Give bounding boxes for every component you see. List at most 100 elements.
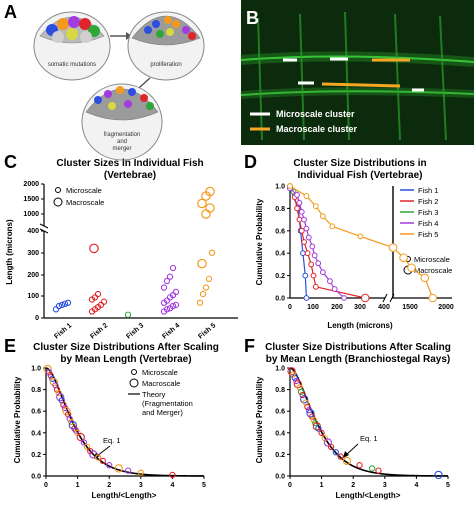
chart-d-y-ticks: 0.0 0.2 0.4 0.6 0.8 1.0 <box>275 184 290 303</box>
chart-d-xlabel: Length (microns) <box>327 321 393 330</box>
chart-e-legend-macro: Macroscale <box>142 379 180 388</box>
macroscale-point <box>420 273 430 283</box>
chart-d-ylabel: Cumulative Probability <box>255 198 264 285</box>
microscale-point <box>169 264 177 272</box>
microscale-point <box>299 391 306 399</box>
y-tick-label: 0.4 <box>31 430 41 437</box>
axis-break-mark <box>39 223 49 229</box>
microscale-point <box>58 301 66 309</box>
macroscale-point <box>434 470 443 480</box>
microscale-point <box>331 286 338 292</box>
chart-c-points <box>52 186 216 318</box>
y-tick-label: 0.2 <box>275 452 285 459</box>
x-tick-label: 400 <box>378 304 390 311</box>
chart-e-legend-theory-3: and Merger) <box>142 408 183 417</box>
microscale-point <box>61 300 69 308</box>
microscale-point <box>137 469 144 476</box>
macroscale-cluster-marker <box>321 82 401 88</box>
panel-a: A somatic mutations proliferation <box>4 2 205 161</box>
macroscale-point <box>205 203 215 213</box>
x-tick-label: 4 <box>414 482 418 489</box>
microscale-point <box>357 233 364 240</box>
macroscale-point <box>407 263 416 273</box>
microscale-point <box>297 388 305 395</box>
y-tick-label: 0.4 <box>275 251 285 258</box>
annotation-arrow-icon <box>345 443 359 456</box>
y-tick-label: 0 <box>35 315 39 322</box>
x-tick-label: Fish 2 <box>89 322 109 340</box>
microscale-point <box>46 369 53 376</box>
macroscale-point <box>49 377 59 387</box>
microscale-point <box>94 290 102 298</box>
step3-label-1: fragmentation <box>104 132 141 138</box>
y-tick-label: 0.6 <box>31 409 41 416</box>
microscale-point <box>320 269 326 276</box>
macroscale-point <box>62 407 71 416</box>
x-tick-label: 0 <box>288 482 292 489</box>
step3-label-3: merger <box>112 146 131 152</box>
panel-e: E Cluster Size Distributions After Scali… <box>4 336 219 500</box>
microscale-point <box>55 302 63 310</box>
chart-c-legend-micro: Microscale <box>66 186 102 195</box>
embryo-fragmentation-merger: fragmentation and merger <box>81 83 163 161</box>
macroscale-point <box>342 456 352 466</box>
annotation-arrow-icon <box>96 445 111 457</box>
chart-d-legend-macro: Macroscale <box>414 266 452 275</box>
x-tick-label: 4 <box>170 482 174 489</box>
arrowhead-icon <box>126 32 132 40</box>
microscale-point <box>196 299 204 306</box>
legend-series-label: Fish 3 <box>418 208 438 217</box>
microscale-point <box>318 429 325 436</box>
microscale-point <box>303 225 310 232</box>
macroscale-point <box>201 209 211 219</box>
microscale-point <box>304 403 311 411</box>
microscale-point <box>166 273 174 280</box>
microscale-point <box>309 243 316 250</box>
y-tick-label: 0.2 <box>275 273 285 280</box>
x-tick-label: 5 <box>202 482 206 489</box>
microscale-point <box>356 462 363 469</box>
macroscale-point <box>205 186 215 197</box>
legend-microscale-cluster: Microscale cluster <box>276 109 355 119</box>
embryo-somatic-mutations: somatic mutations <box>33 11 111 81</box>
chart-f-title-1: Cluster Size Distributions After Scaling <box>265 342 451 353</box>
macroscale-point <box>323 438 333 447</box>
y-tick-label: 0.4 <box>275 430 285 437</box>
microscale-point <box>369 465 376 472</box>
chart-f-title-2: by Mean Length (Branchiostegal Rays) <box>266 354 450 365</box>
x-tick-label: 1500 <box>402 304 418 311</box>
microscale-point <box>300 250 306 257</box>
y-tick-label: 0.6 <box>275 228 285 235</box>
microscale-point <box>296 216 303 223</box>
microscale-point <box>310 416 317 423</box>
chart-d-legend-micro: Microscale <box>414 255 450 264</box>
y-tick-label: 0.2 <box>31 452 41 459</box>
panel-label-a: A <box>4 2 17 22</box>
panel-d: D Cluster Size Distributions in Individu… <box>244 152 454 330</box>
microscale-point <box>100 298 108 305</box>
chart-e-legend-theory-2: (Fragmentation <box>142 399 193 408</box>
chart-f-xlabel: Length/<Length> <box>336 491 401 500</box>
microscale-point <box>327 443 335 450</box>
microscale-point <box>337 453 344 460</box>
chart-e-annotation: Eq. 1 <box>103 436 121 445</box>
chart-e-ylabel: Cumulative Probability <box>13 376 22 463</box>
chart-c-legend-macro: Macroscale <box>66 198 104 207</box>
microscale-point <box>312 283 319 290</box>
microscale-point <box>83 443 91 450</box>
y-tick-label: 0.8 <box>275 206 285 213</box>
x-tick-label: Fish 4 <box>161 322 181 340</box>
microscale-point <box>55 389 62 396</box>
y-tick-label: 1500 <box>23 196 39 203</box>
x-tick-label: 1 <box>76 482 80 489</box>
macroscale-point <box>306 409 315 418</box>
microscale-point <box>169 471 176 479</box>
y-tick-label: 200 <box>27 272 39 279</box>
x-tick-label: 200 <box>331 304 343 311</box>
panel-b: B Microscale cluster Macroscale cluster <box>240 0 474 145</box>
microscale-point <box>169 302 177 310</box>
microscale-point <box>208 249 216 256</box>
step2-label: proliferation <box>150 62 181 68</box>
macroscale-point <box>76 432 85 442</box>
